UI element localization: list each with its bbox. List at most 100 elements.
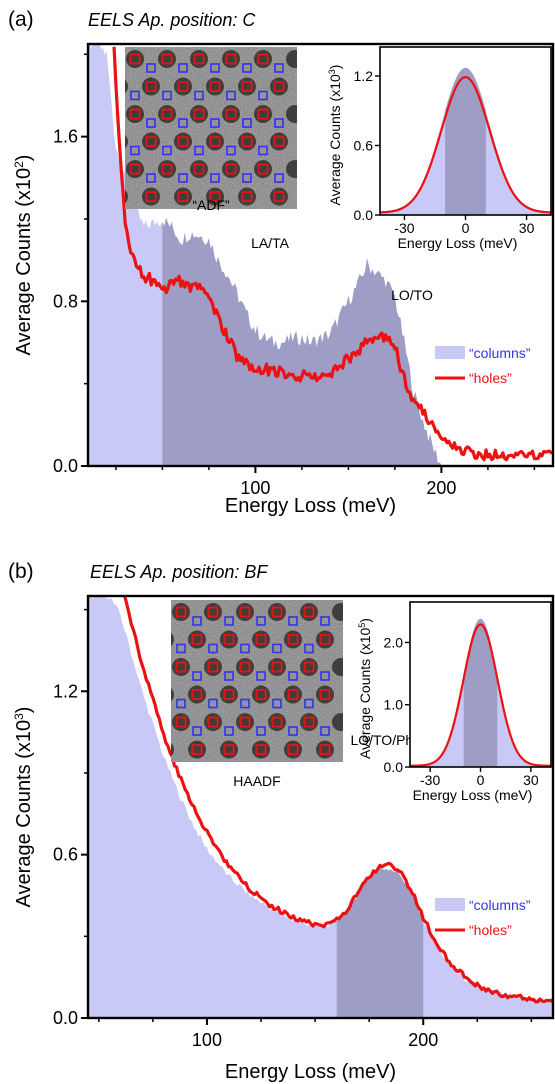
lattice-hole [171,632,174,647]
column-marker [130,145,140,156]
x-tick-label: 100 [192,1030,222,1050]
lattice-hole [222,105,240,124]
panel-letter: (b) [8,560,34,583]
inset-y-title-main: Average Counts (x10 [357,627,373,758]
lattice-hole [204,768,222,786]
lattice-hole [142,132,160,151]
lattice-hole [364,768,382,786]
column-marker [226,145,236,156]
lattice-hole [238,132,256,151]
lattice-hole [270,132,288,151]
lattice-hole [300,658,318,677]
inset-x-tick-label: 0 [477,772,485,788]
inset-y-title-end: ) [327,65,343,70]
column-marker [178,118,188,128]
lattice-hole [332,768,350,786]
inset-x-axis-title: Energy Loss (meV) [413,787,533,803]
lattice-hole [300,603,318,621]
lattice-hole [125,134,128,149]
lattice-hole [172,658,190,677]
legend: “columns” “holes” [435,345,531,386]
lattice-hole [316,575,334,593]
column-marker [256,726,266,736]
hole-marker [241,191,253,203]
column-marker [258,145,268,156]
lattice-hole [332,713,343,732]
lattice-hole [332,603,343,621]
column-marker [242,63,252,73]
hole-marker [193,108,205,120]
lattice-hole [142,77,160,96]
lattice-hole [286,50,297,68]
inset-holes-line [379,76,552,214]
hole-marker [177,81,189,92]
hole-marker [129,163,141,175]
hole-marker [287,634,299,645]
y-tick-label: 0.8 [53,291,78,311]
lattice-hole [172,713,190,732]
hole-marker [255,744,267,755]
inset-y-tick-label: 0.0 [384,759,404,775]
inset-holes-line [409,623,552,767]
column-marker [226,90,236,101]
legend-label-holes: “holes” [469,922,512,938]
lattice-hole [270,77,288,96]
lattice-hole [220,630,238,649]
hole-marker [175,716,187,728]
hole-marker [257,53,269,65]
lattice-hole [158,50,176,68]
hole-marker [271,606,283,618]
y-tick-label: 0.0 [53,1008,78,1028]
lattice-hole [222,50,240,68]
y-axis-title-exp: 2 [12,161,26,168]
column-marker [176,643,186,654]
hole-marker [207,661,219,673]
lattice-hole [268,658,286,677]
lattice-hole [270,187,288,206]
legend-swatch-columns [435,346,465,359]
column-marker [274,118,284,128]
integration-window [162,217,442,466]
y-tick-label: 1.2 [53,681,78,701]
lattice-hole [190,50,208,68]
hole-marker [209,191,221,203]
column-marker [178,173,188,183]
hole-marker [255,634,267,645]
column-marker [242,118,252,128]
lattice-hole [174,187,192,206]
inset-x-axis-title: Energy Loss (meV) [398,235,518,251]
lattice-hole [252,630,270,649]
lattice-hole [254,160,272,179]
column-marker [320,726,330,736]
lattice-hole [284,630,302,649]
column-marker [178,63,188,73]
hole-marker [287,689,299,700]
hole-marker [223,744,235,755]
lattice-hole [236,713,254,732]
y-tick-label: 0.0 [53,456,78,476]
column-marker [304,698,314,709]
column-marker [272,698,282,709]
hole-marker [129,108,141,120]
column-marker [176,698,186,709]
hole-marker [225,163,237,175]
inset-y-tick-label: 1.0 [384,697,404,713]
column-marker [146,173,156,183]
lattice-hole [188,685,206,704]
x-axis-title: Energy Loss (meV) [225,495,396,517]
column-marker [240,698,250,709]
column-marker [320,671,330,681]
lattice-hole [140,603,158,621]
panel-letter: (a) [8,8,34,31]
hole-marker [303,606,315,618]
column-marker [240,643,250,654]
column-marker [320,616,330,626]
legend-label-columns: “columns” [469,345,531,361]
holes-line [123,596,553,1004]
lattice-hole [300,713,318,732]
column-marker [210,118,220,128]
column-marker [256,671,266,681]
lattice-hole [171,687,174,702]
hole-marker [191,689,203,700]
lattice-hole [270,22,288,40]
